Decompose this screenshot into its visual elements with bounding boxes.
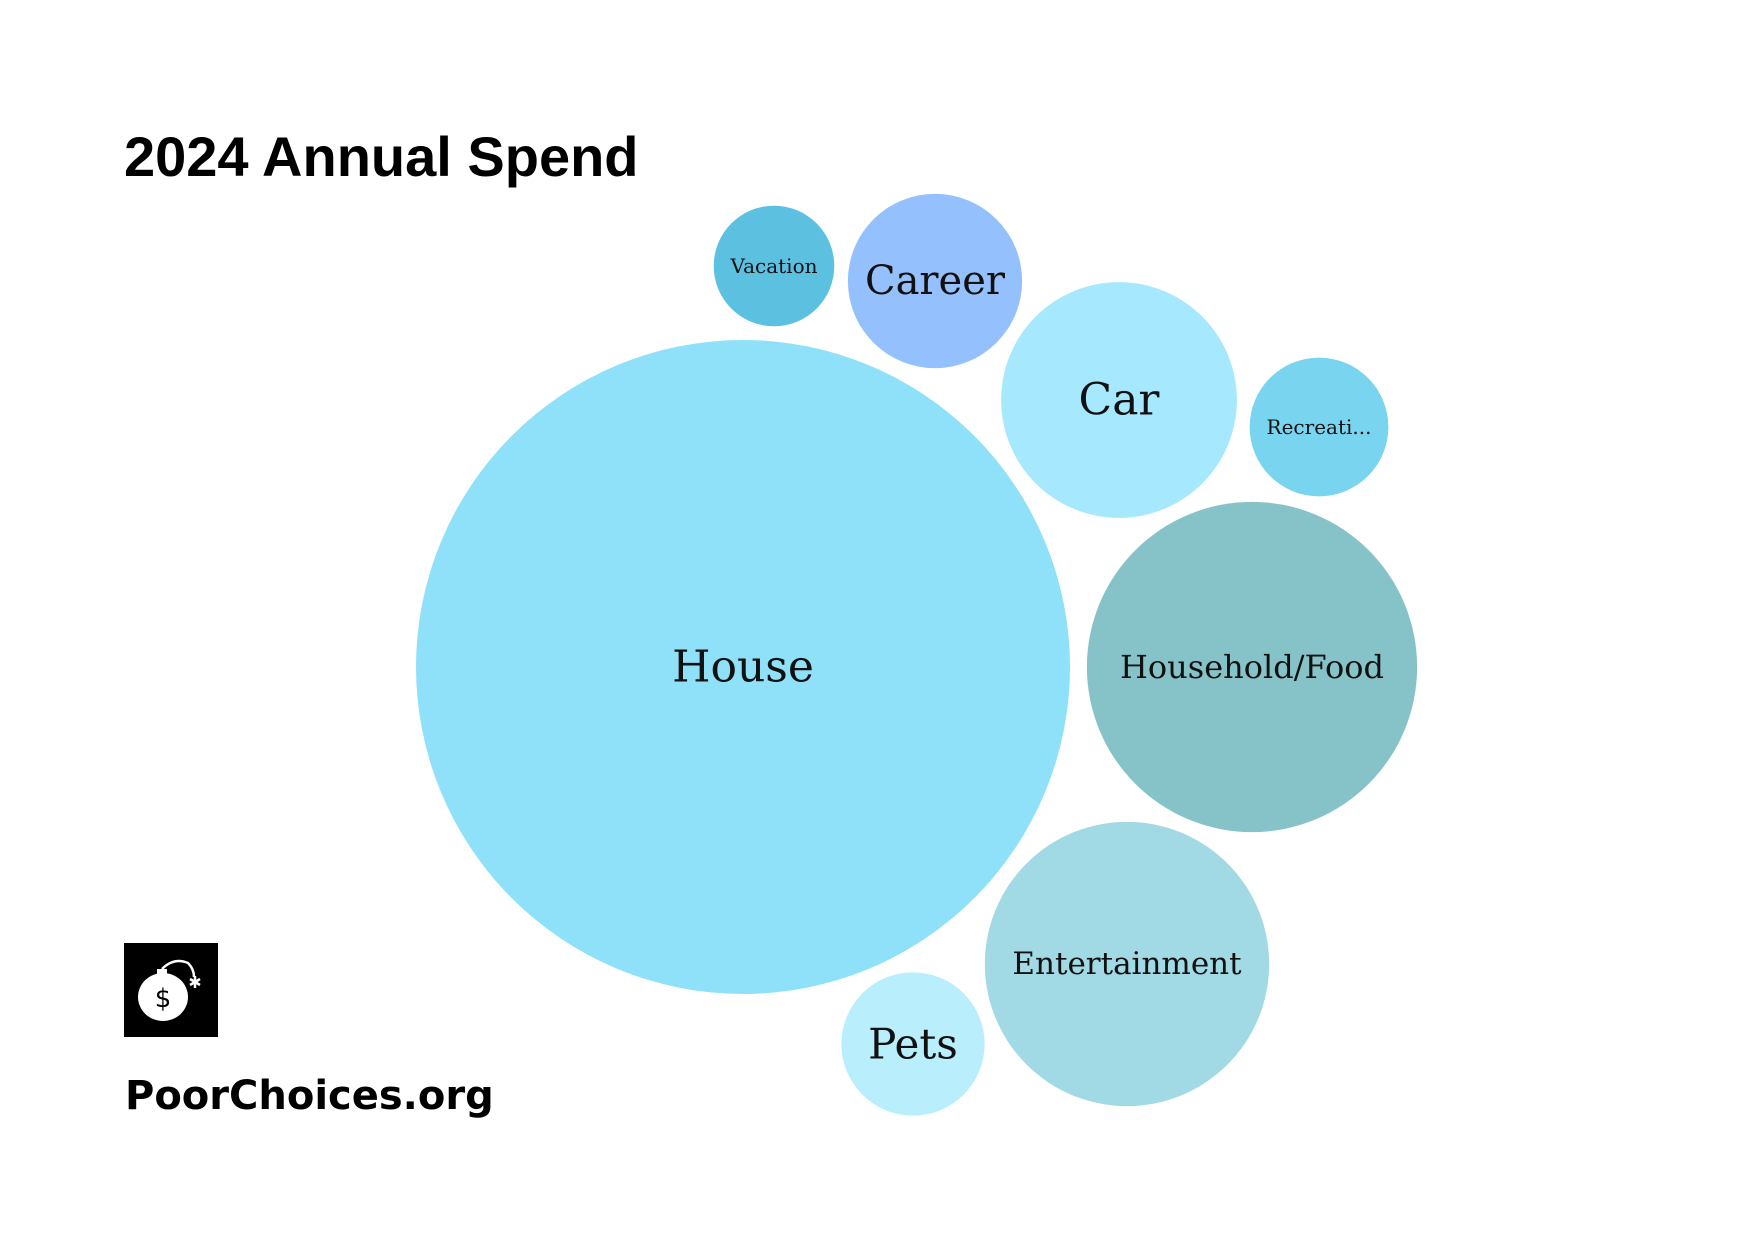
money-bomb-icon: $ <box>124 943 218 1037</box>
bubble-label-pets: Pets <box>868 1020 958 1069</box>
bubble-label-car: Car <box>1079 375 1161 426</box>
bubble-entertainment <box>984 821 1270 1107</box>
bubble-label-house: House <box>672 642 814 693</box>
bubble-household-food <box>1086 501 1418 833</box>
bubble-car <box>1001 282 1237 518</box>
bubble-vacation <box>713 205 835 327</box>
svg-text:$: $ <box>155 984 172 1014</box>
bubble-label-vacation: Vacation <box>729 254 817 278</box>
bubble-career <box>847 193 1023 369</box>
bubble-label-household-food: Household/Food <box>1120 648 1384 686</box>
chart-title: 2024 Annual Spend <box>124 125 639 188</box>
bubble-pets <box>841 972 985 1116</box>
bubble-house <box>416 340 1070 994</box>
site-name: PoorChoices.org <box>125 1073 494 1119</box>
bubble-label-entertainment: Entertainment <box>1012 946 1242 982</box>
bubble-recreation <box>1249 357 1389 497</box>
bubble-label-career: Career <box>865 258 1006 304</box>
bubble-label-recreation: Recreati... <box>1267 415 1372 439</box>
